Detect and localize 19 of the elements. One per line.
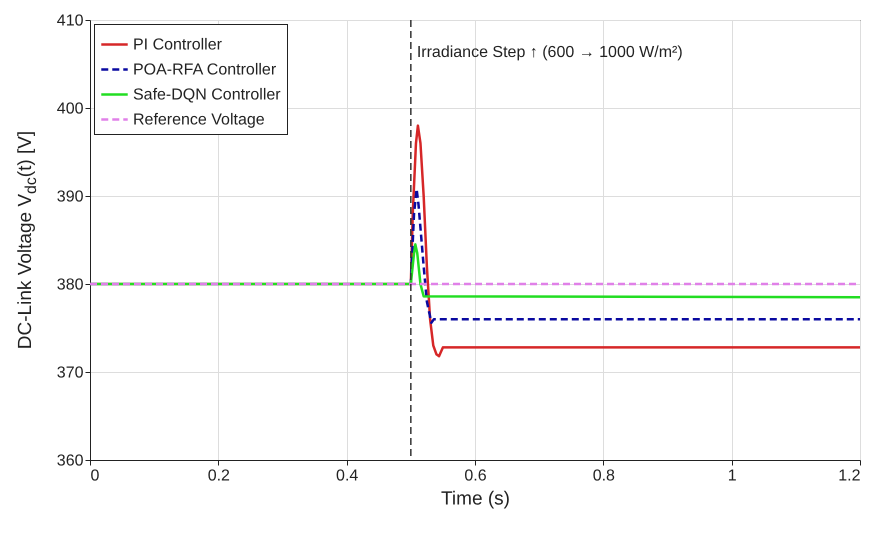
y-tick-label: 380 [56,276,84,294]
y-tick-label: 400 [56,100,84,118]
x-tick-label: 0.8 [592,468,616,484]
legend-label: Reference Voltage [133,112,265,128]
x-tick-label: 1 [728,468,737,484]
y-tick-label: 390 [56,188,84,206]
x-tick-label: 0.2 [208,468,230,484]
legend-label: PI Controller [133,36,223,54]
x-tick-label: 0 [90,468,100,484]
x-tick-label: 0.6 [464,468,487,484]
y-tick-label: 410 [56,12,84,30]
ref-line-label: Irradiance Step ↑ (600 → 1000 W/m²) [416,44,683,61]
x-tick-label: 1.2 [838,468,861,484]
legend-label: POA-RFA Controller [133,62,277,78]
x-tick-label: 0.4 [336,468,358,484]
y-tick-label: 360 [56,452,84,470]
legend-label: Safe-DQN Controller [133,86,282,104]
y-tick-label: 370 [56,364,84,382]
x-axis-title: Time (s) [441,488,510,510]
